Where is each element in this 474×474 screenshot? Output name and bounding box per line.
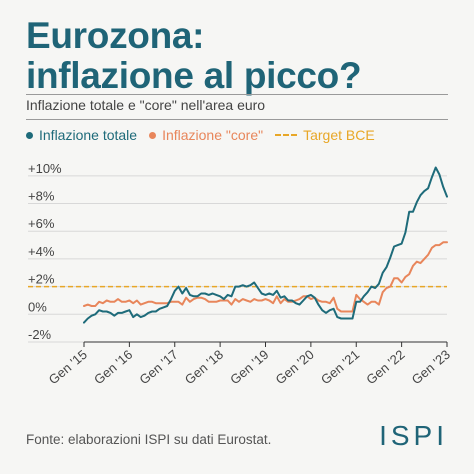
subtitle-divider — [26, 119, 448, 120]
legend-dot-core — [149, 131, 157, 139]
source-note: Fonte: elaborazioni ISPI su dati Eurosta… — [26, 432, 272, 447]
legend-label-core: Inflazione "core" — [162, 127, 264, 143]
x-tick-label-2: Gen '17 — [136, 347, 180, 388]
x-tick-label-4: Gen '19 — [227, 347, 271, 388]
x-tick-label-0: Gen '15 — [46, 347, 90, 388]
legend-label-target: Target BCE — [303, 127, 375, 143]
legend-item-core: Inflazione "core" — [149, 127, 263, 143]
y-tick-label-3: +4% — [28, 244, 55, 259]
y-tick-label-4: +2% — [28, 272, 55, 287]
chart-title: Eurozona: inflazione al picco? — [26, 15, 362, 96]
x-tick-label-3: Gen '18 — [182, 347, 226, 388]
legend-label-total: Inflazione totale — [39, 127, 138, 143]
y-tick-label-1: +8% — [28, 189, 55, 204]
y-tick-label-5: 0% — [28, 299, 47, 314]
y-tick-label-0: +10% — [28, 161, 62, 176]
series-line-total — [83, 166, 448, 324]
x-tick-label-6: Gen '21 — [318, 347, 362, 388]
y-tick-label-2: +6% — [28, 216, 55, 231]
x-tick-label-8: Gen '23 — [409, 347, 453, 388]
legend-dash-target — [275, 134, 298, 136]
chart-title-line-1: Eurozona: — [26, 15, 205, 56]
y-tick-label-6: -2% — [28, 327, 52, 342]
ispi-logo: ISPI — [379, 420, 448, 451]
x-tick-label-5: Gen '20 — [273, 347, 317, 388]
legend-item-total: Inflazione totale — [26, 127, 137, 143]
legend-item-target: Target BCE — [275, 127, 375, 143]
chart-legend: Inflazione totale Inflazione "core" Targ… — [26, 126, 387, 144]
chart-subtitle: Inflazione totale e "core" nell'area eur… — [26, 97, 266, 113]
series-line-core — [83, 241, 448, 313]
title-divider — [26, 94, 448, 95]
line-chart: +10%+8%+6%+4%+2%0%-2%Gen '15 Gen '16 Gen '… — [28, 161, 453, 388]
x-tick-label-7: Gen '22 — [363, 347, 407, 388]
x-tick-label-1: Gen '16 — [91, 347, 135, 388]
legend-dot-total — [26, 131, 33, 139]
chart-title-line-2: inflazione al picco? — [26, 55, 362, 96]
